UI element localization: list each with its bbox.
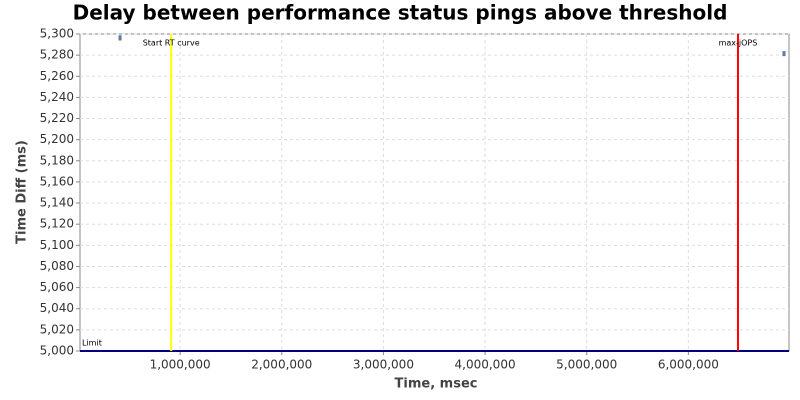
point <box>118 35 122 40</box>
y-axis-label: Time Diff (ms) <box>15 140 30 244</box>
y-tick-label: 5,080 <box>40 259 74 273</box>
x-tick-label: 5,000,000 <box>556 358 617 372</box>
y-tick-label: 5,180 <box>40 153 74 167</box>
y-tick-label: 5,000 <box>40 344 74 358</box>
y-tick-label: 5,120 <box>40 217 74 231</box>
x-tick-label: 3,000,000 <box>353 358 414 372</box>
x-tick-label: 2,000,000 <box>251 358 312 372</box>
y-tick-label: 5,020 <box>40 322 74 336</box>
y-tick-label: 5,200 <box>40 132 74 146</box>
y-tick-label: 5,280 <box>40 48 74 62</box>
limit-label: Limit <box>82 339 102 348</box>
y-tick-label: 5,260 <box>40 69 74 83</box>
point <box>782 51 786 56</box>
y-tick-label: 5,140 <box>40 196 74 210</box>
marker-label: Start RT curve <box>143 39 200 48</box>
marker-label: max-jOPS <box>719 39 758 48</box>
y-tick-label: 5,040 <box>40 301 74 315</box>
y-tick-label: 5,300 <box>40 27 74 41</box>
y-tick-label: 5,100 <box>40 238 74 252</box>
x-tick-label: 6,000,000 <box>658 358 719 372</box>
x-axis-label: Time, msec <box>395 377 478 392</box>
plot-area <box>79 33 790 352</box>
y-tick-label: 5,220 <box>40 111 74 125</box>
chart-title: Delay between performance status pings a… <box>73 1 728 25</box>
x-tick-label: 1,000,000 <box>150 358 211 372</box>
y-tick-label: 5,160 <box>40 174 74 188</box>
y-tick-label: 5,060 <box>40 280 74 294</box>
x-tick-label: 4,000,000 <box>455 358 516 372</box>
y-tick-label: 5,240 <box>40 90 74 104</box>
